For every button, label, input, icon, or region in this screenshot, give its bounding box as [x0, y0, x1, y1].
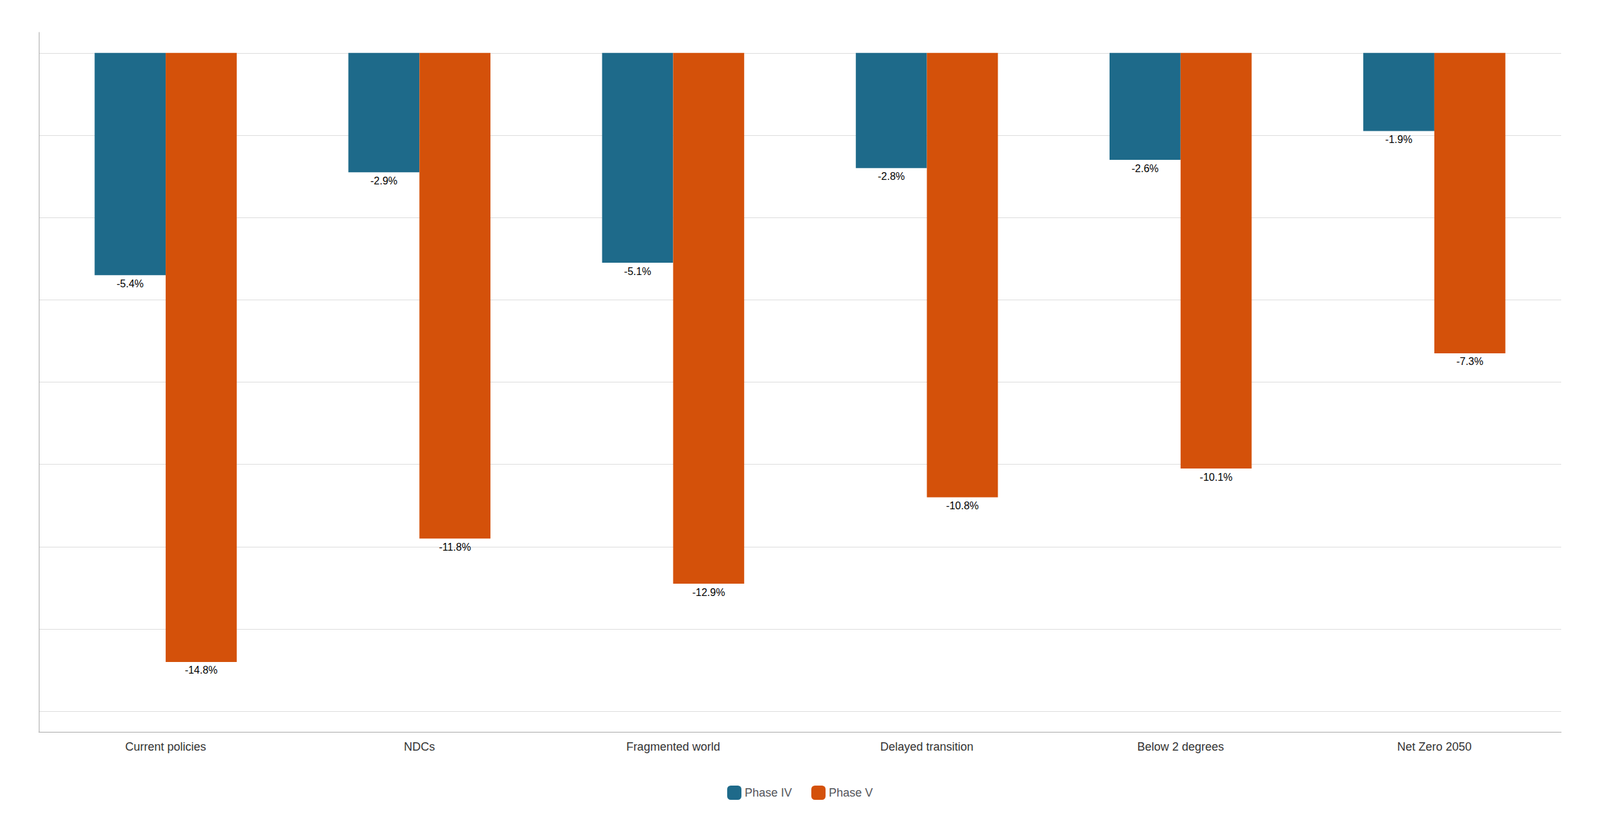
svg-text:-2.9%: -2.9% — [370, 175, 398, 187]
svg-text:-11.8%: -11.8% — [438, 541, 472, 553]
svg-text:Delayed transition: Delayed transition — [880, 740, 974, 754]
svg-text:-5.1%: -5.1% — [624, 265, 652, 277]
svg-text:Phase IV: Phase IV — [744, 786, 792, 800]
svg-text:Fragmented world: Fragmented world — [626, 740, 721, 754]
svg-text:Below 2 degrees: Below 2 degrees — [1137, 740, 1225, 754]
svg-text:-5.4%: -5.4% — [116, 278, 144, 290]
svg-text:-10.8%: -10.8% — [945, 500, 979, 512]
svg-text:-14.8%: -14.8% — [185, 664, 219, 676]
svg-text:-2.8%: -2.8% — [877, 170, 906, 182]
svg-text:Net Zero 2050: Net Zero 2050 — [1396, 740, 1472, 754]
svg-text:-10.1%: -10.1% — [1199, 471, 1233, 483]
svg-text:Current policies: Current policies — [125, 740, 207, 754]
svg-text:Phase V: Phase V — [828, 786, 873, 800]
svg-text:-1.9%: -1.9% — [1385, 133, 1413, 145]
svg-text:-12.9%: -12.9% — [692, 586, 726, 598]
svg-text:NDCs: NDCs — [403, 740, 435, 754]
svg-text:-2.6%: -2.6% — [1131, 163, 1159, 175]
svg-text:-7.3%: -7.3% — [1456, 355, 1484, 367]
